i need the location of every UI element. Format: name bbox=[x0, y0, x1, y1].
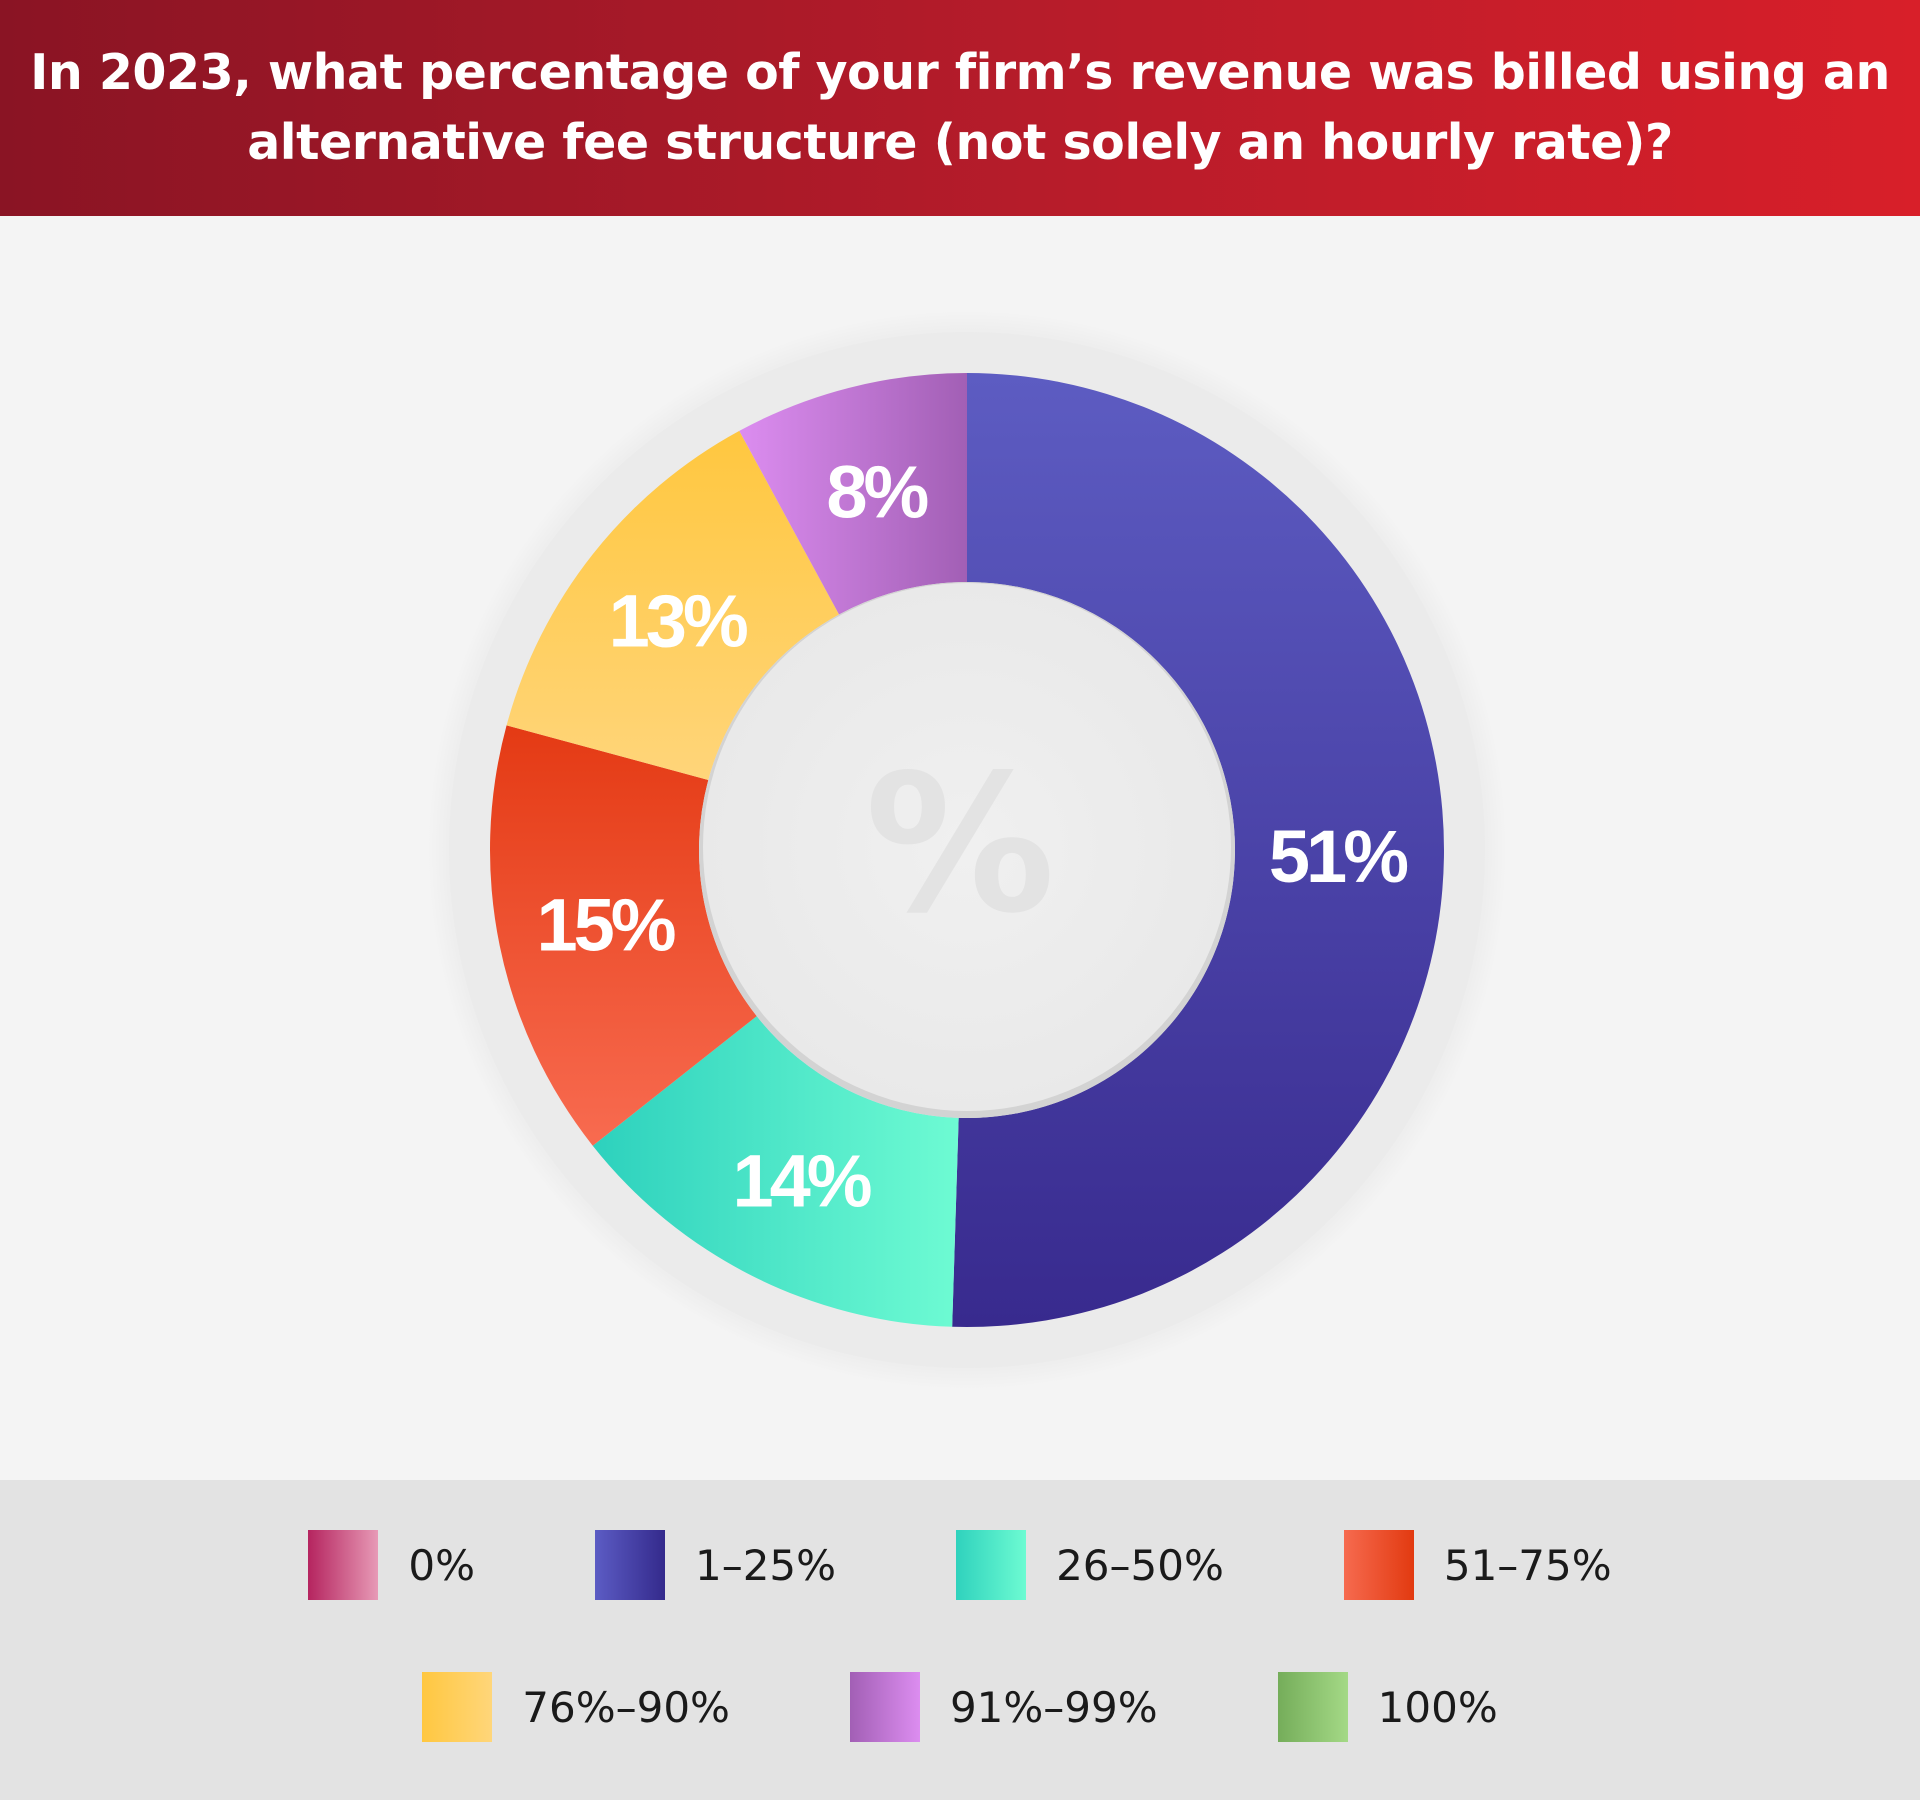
center-percent-symbol: % bbox=[865, 734, 1055, 955]
slice-value-label: 13% bbox=[609, 580, 747, 663]
legend-row-2: 76%–90% 91%–99% 100% bbox=[0, 1672, 1920, 1742]
chart-legend: 0% 1–25% 26–50% 51–75% 76%–90% 91%–99% 100% bbox=[0, 1480, 1920, 1800]
slice-value-label: 15% bbox=[536, 883, 674, 966]
chart-header: In 2023, what percentage of your firm’s … bbox=[0, 0, 1920, 216]
donut-slice bbox=[592, 1016, 959, 1327]
donut-slices bbox=[490, 373, 1444, 1327]
legend-label: 1–25% bbox=[694, 1540, 837, 1590]
legend-item: 91%–99% bbox=[849, 1672, 1158, 1742]
donut-slice bbox=[506, 430, 840, 780]
donut-hole bbox=[703, 583, 1231, 1111]
donut-slice bbox=[739, 373, 967, 615]
legend-swatch bbox=[956, 1530, 1027, 1600]
legend-label: 76%–90% bbox=[522, 1682, 730, 1732]
slice-value-label: 14% bbox=[733, 1139, 871, 1222]
legend-swatch bbox=[308, 1530, 379, 1600]
slice-labels: 51% 14% 15% 13% 8% bbox=[536, 450, 1411, 1222]
slice-value-label: 51% bbox=[1269, 815, 1407, 898]
legend-swatch bbox=[422, 1672, 493, 1742]
legend-item: 51–75% bbox=[1343, 1530, 1612, 1600]
legend-swatch bbox=[849, 1672, 920, 1742]
legend-item: 0% bbox=[308, 1530, 475, 1600]
legend-item: 100% bbox=[1277, 1672, 1498, 1742]
legend-swatch bbox=[594, 1530, 665, 1600]
donut-chart: % 51% 14% 15% 13% 8% bbox=[427, 310, 1507, 1390]
legend-item: 76%–90% bbox=[422, 1672, 730, 1742]
slice-value-label: 8% bbox=[826, 450, 927, 533]
legend-swatch bbox=[1277, 1672, 1348, 1742]
legend-item: 1–25% bbox=[594, 1530, 837, 1600]
legend-label: 0% bbox=[408, 1540, 475, 1590]
donut-slice bbox=[952, 373, 1444, 1327]
legend-label: 100% bbox=[1377, 1682, 1498, 1732]
legend-label: 51–75% bbox=[1443, 1540, 1612, 1590]
legend-row-1: 0% 1–25% 26–50% 51–75% bbox=[0, 1530, 1920, 1600]
legend-swatch bbox=[1343, 1530, 1414, 1600]
legend-item: 26–50% bbox=[956, 1530, 1224, 1600]
legend-label: 26–50% bbox=[1056, 1540, 1224, 1590]
donut-slice bbox=[490, 725, 757, 1146]
chart-area: % 51% 14% 15% 13% 8% bbox=[0, 216, 1920, 1480]
legend-label: 91%–99% bbox=[949, 1682, 1158, 1732]
chart-title: In 2023, what percentage of your firm’s … bbox=[30, 44, 1890, 171]
